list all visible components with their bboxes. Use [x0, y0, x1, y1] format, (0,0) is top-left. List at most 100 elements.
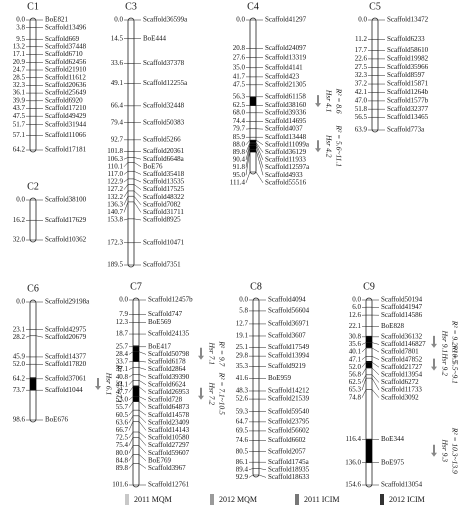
marker-name: BoE417: [148, 342, 171, 350]
marker-position: 22.1: [349, 322, 362, 330]
marker-position: 52.0: [13, 360, 26, 368]
marker-position: 136.0: [345, 458, 361, 466]
marker-name: Scaffold20361: [143, 147, 185, 155]
marker-position: 79.7: [233, 125, 246, 133]
marker-name: Scaffold39390: [148, 373, 190, 381]
marker-position: 30.8: [349, 332, 362, 340]
marker-position: 9.5: [16, 35, 25, 43]
marker-position: 49.1: [111, 79, 124, 87]
marker-position: 65.3: [349, 386, 362, 394]
marker-name: Scaffold12761: [148, 481, 190, 489]
marker-position: 42.1: [355, 88, 368, 96]
legend-swatch: [210, 494, 214, 505]
legend-label: 2011 ICIM: [304, 495, 339, 504]
qtl-name: Hsr 9.3: [440, 439, 449, 463]
marker-name: Scaffold14143: [148, 426, 190, 434]
marker-name: Scaffold10362: [45, 236, 87, 244]
connector: [245, 149, 251, 176]
marker-position: 0.0: [114, 16, 123, 24]
marker-name: Scaffold4094: [268, 296, 306, 304]
marker-name: Scaffold13319: [265, 53, 307, 61]
marker-name: Scaffold25649: [45, 89, 87, 97]
marker-position: 41.6: [236, 374, 249, 382]
marker-name: Scaffold12457b: [148, 296, 193, 304]
connector: [371, 342, 380, 345]
marker-name: Scaffold13465: [387, 113, 429, 121]
marker-name: Scaffold23409: [148, 418, 190, 426]
connector: [138, 463, 147, 469]
connector: [138, 374, 147, 378]
marker-position: 154.6: [345, 481, 361, 489]
marker-position: 89.8: [116, 464, 129, 472]
marker-position: 92.7: [111, 135, 124, 143]
connector: [133, 218, 142, 221]
marker-position: 64.2: [13, 146, 26, 154]
marker-position: 25.7: [116, 342, 129, 350]
marker-name: Scaffold146827: [381, 340, 426, 348]
marker-name: Scaffold31944: [45, 120, 87, 128]
qtl-arrow: [431, 335, 437, 348]
qtl-arrow: [431, 358, 437, 371]
marker-position: 0.0: [16, 16, 25, 24]
marker-position: 7.9: [119, 310, 128, 318]
marker-name: Scaffold4141: [265, 63, 303, 71]
marker-name: Scaffold7801: [381, 348, 419, 356]
marker-name: Scaffold24097: [265, 44, 307, 52]
marker-name: Scaffold1745a: [268, 458, 310, 466]
marker-name: Scaffold64873: [148, 403, 190, 411]
marker-position: 116.4: [346, 435, 362, 443]
marker-name: Scaffold11099a: [265, 140, 310, 148]
chromosome: [249, 17, 257, 175]
connector: [245, 143, 251, 161]
marker-position: 56.3: [233, 92, 246, 100]
connector: [128, 415, 134, 423]
marker-name: Scaffold6272: [381, 378, 419, 386]
marker-position: 23.1: [13, 325, 26, 333]
marker-name: Scaffold35418: [143, 170, 185, 178]
marker-position: 57.1: [13, 131, 26, 139]
marker-name: Scaffold1577b: [387, 97, 429, 105]
connector: [133, 184, 142, 190]
connector: [128, 367, 134, 370]
connector: [123, 157, 129, 160]
marker-name: Scaffold38100: [45, 196, 87, 204]
marker-name: Scaffold7351: [143, 261, 181, 269]
marker-position: 56.5: [355, 113, 368, 121]
qtl-name: Hsr 9.1: [440, 330, 449, 354]
connector: [255, 143, 264, 161]
marker-position: 62.5: [349, 378, 362, 386]
marker-position: 106.3: [107, 155, 123, 163]
qtl-r2: R² = 5.7~7.1: [114, 364, 123, 403]
connector: [138, 437, 147, 446]
marker-position: 5.8: [239, 307, 248, 315]
marker-position: 69.5: [236, 427, 249, 435]
marker-name: Scaffold18633: [268, 473, 310, 481]
marker-name: Scaffold773a: [387, 126, 425, 134]
marker-position: 35.3: [236, 362, 249, 370]
marker-position: 66.4: [111, 101, 124, 109]
marker-name: BoE676: [45, 416, 68, 424]
connector: [138, 445, 147, 454]
connector: [245, 145, 251, 168]
qtl-block: [250, 96, 256, 106]
marker-name: Scaffold50798: [148, 350, 190, 358]
connector: [123, 171, 129, 175]
marker-name: Scaffold37378: [143, 59, 185, 67]
group-title: C1: [27, 1, 39, 12]
connector: [138, 421, 147, 431]
connector: [128, 380, 134, 385]
marker-position: 47.1: [349, 355, 362, 363]
marker-position: 88.0: [233, 140, 246, 148]
marker-position: 48.3: [236, 387, 249, 395]
marker-position: 18.7: [116, 330, 129, 338]
marker-name: Scaffold32377: [387, 105, 429, 113]
marker-name: BoE76: [143, 162, 163, 170]
chromosome: [29, 17, 37, 153]
connector: [138, 396, 147, 401]
connector: [255, 139, 264, 146]
connector: [138, 367, 147, 370]
marker-name: Scaffold38160: [265, 101, 307, 109]
marker-name: BoE828: [381, 322, 404, 330]
marker-name: Scaffold12597a: [265, 163, 310, 171]
connector: [138, 454, 147, 461]
